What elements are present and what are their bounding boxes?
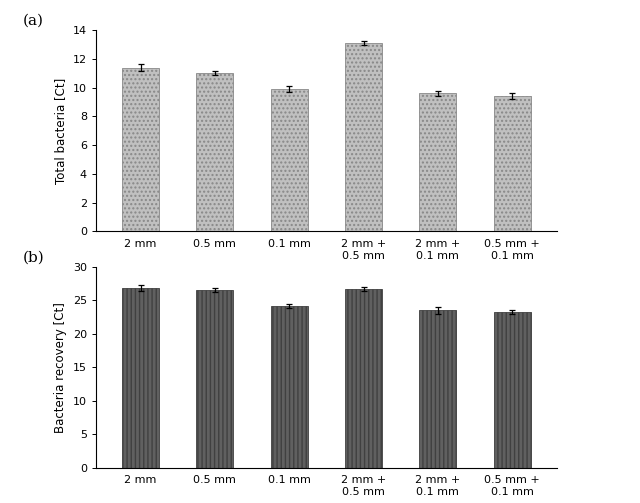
Bar bbox=[345, 289, 382, 468]
Bar bbox=[271, 89, 308, 231]
Bar bbox=[271, 306, 308, 468]
Y-axis label: Total bacteria [Ct]: Total bacteria [Ct] bbox=[54, 77, 67, 184]
Text: (b): (b) bbox=[22, 250, 44, 265]
Bar bbox=[493, 312, 531, 468]
Bar bbox=[196, 73, 234, 231]
Bar bbox=[122, 67, 159, 231]
Bar bbox=[196, 290, 234, 468]
Bar bbox=[345, 43, 382, 231]
Bar bbox=[493, 96, 531, 231]
Bar bbox=[122, 288, 159, 468]
Bar bbox=[419, 94, 456, 231]
Bar bbox=[419, 310, 456, 468]
Text: (a): (a) bbox=[22, 14, 44, 28]
Y-axis label: Bacteria recovery [Ct]: Bacteria recovery [Ct] bbox=[54, 302, 67, 433]
